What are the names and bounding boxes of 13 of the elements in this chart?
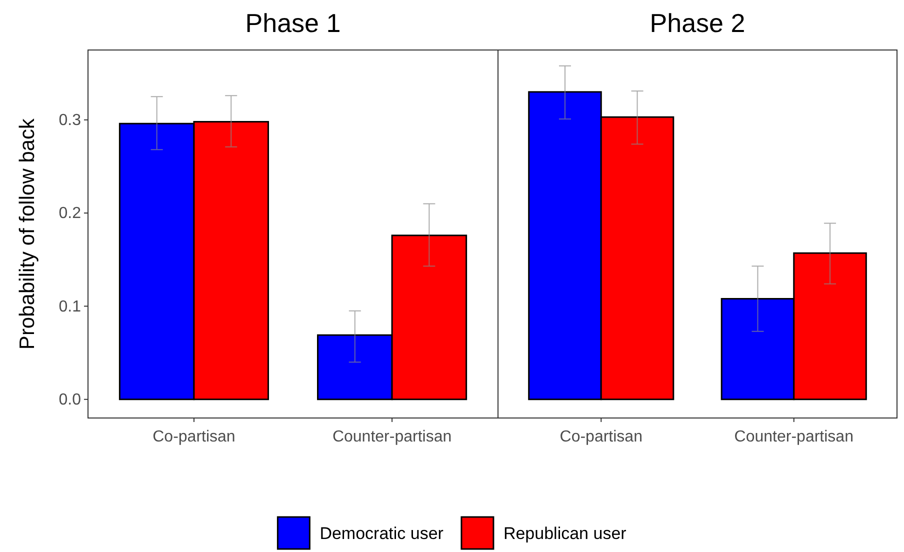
- legend-label: Republican user: [503, 524, 627, 543]
- x-tick-label: Counter-partisan: [734, 428, 854, 446]
- legend-label: Democratic user: [320, 524, 444, 543]
- y-tick-label: 0.1: [58, 298, 82, 316]
- chart-title: Phase 1: [245, 8, 341, 38]
- y-tick-label: 0.0: [58, 391, 82, 408]
- y-axis-title: Probability of follow back: [16, 118, 39, 350]
- y-tick-label: 0.2: [58, 205, 82, 222]
- x-tick-label: Co-partisan: [560, 428, 642, 446]
- chart-title: Phase 2: [650, 8, 746, 38]
- x-tick-label: Co-partisan: [152, 428, 236, 446]
- x-tick-label: Counter-partisan: [332, 428, 452, 446]
- y-tick-label: 0.3: [58, 112, 82, 129]
